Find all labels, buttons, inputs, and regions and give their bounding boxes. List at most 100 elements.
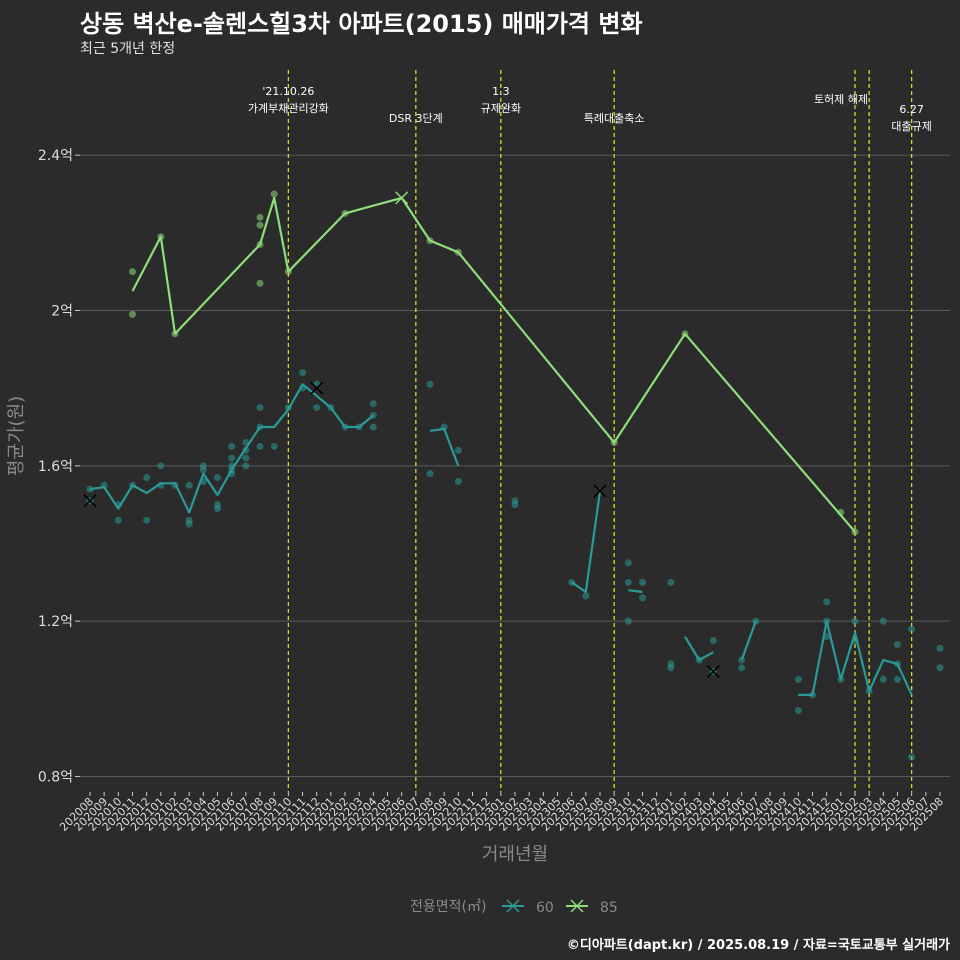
source-caption: ©디아파트(dapt.kr) / 2025.08.19 / 자료=국토교통부 실…: [566, 938, 950, 953]
data-point: [639, 578, 646, 586]
series-group: [83, 190, 944, 761]
data-point: [270, 190, 278, 198]
data-point: [624, 578, 632, 586]
data-point: [369, 423, 377, 431]
data-point: [794, 675, 802, 683]
data-point: [582, 592, 590, 600]
data-point: [256, 404, 264, 412]
data-point: [299, 369, 306, 377]
data-point: [129, 268, 136, 276]
series-85-points: [129, 190, 859, 536]
y-tick-label: 1.6억: [38, 459, 73, 475]
data-point: [936, 664, 944, 672]
data-point: [228, 442, 236, 450]
data-point: [143, 473, 151, 481]
data-point: [454, 477, 462, 485]
data-point: [86, 485, 94, 493]
series-85-line: [131, 196, 856, 533]
series-60-points: [86, 369, 944, 761]
data-point: [823, 598, 831, 606]
extreme-marker: [310, 381, 324, 395]
data-point: [709, 637, 717, 645]
series-60-line: [89, 383, 374, 514]
data-point: [114, 516, 122, 524]
extreme-marker: [706, 665, 720, 679]
y-gridlines: [80, 154, 950, 777]
data-point: [256, 213, 264, 221]
event-label: 대출규제: [891, 120, 931, 133]
data-point: [242, 454, 250, 462]
data-point: [738, 664, 746, 672]
legend-title: 전용면적(㎡): [410, 899, 486, 915]
event-label: 규제완화: [481, 102, 521, 115]
data-point: [794, 706, 802, 714]
data-point: [256, 279, 264, 287]
data-point: [242, 462, 250, 470]
event-label: DSR 3단계: [389, 112, 443, 125]
data-point: [185, 481, 193, 489]
event-label: 가계부채관리강화: [248, 102, 329, 115]
data-point: [894, 675, 901, 683]
y-tick-label: 1.2억: [38, 614, 73, 630]
event-label: '21.10.26: [262, 85, 314, 98]
data-point: [454, 446, 462, 454]
legend-entry: 60: [536, 900, 554, 916]
data-point: [143, 516, 151, 524]
chart-subtitle: 최근 5개년 한정: [80, 41, 176, 57]
data-point: [369, 400, 377, 408]
data-point: [214, 473, 221, 481]
data-point: [908, 753, 916, 761]
data-point: [667, 660, 675, 668]
series-60-line: [684, 636, 714, 662]
series-60-line: [740, 620, 757, 661]
data-point: [879, 675, 887, 683]
data-point: [894, 640, 901, 648]
data-point: [908, 625, 916, 633]
data-point: [624, 617, 632, 625]
y-tick-label: 2억: [51, 304, 73, 320]
data-point: [313, 404, 321, 412]
event-label: 6.27: [899, 103, 924, 116]
data-point: [624, 559, 632, 567]
data-point: [879, 617, 887, 625]
data-point: [426, 470, 434, 478]
data-point: [936, 644, 944, 652]
extreme-marker: [395, 191, 409, 205]
y-tick-label: 0.8억: [38, 769, 73, 785]
data-point: [214, 505, 221, 513]
extreme-marker: [83, 494, 97, 508]
data-point: [256, 221, 264, 229]
data-point: [851, 617, 859, 625]
data-point: [199, 466, 207, 474]
data-point: [129, 310, 136, 318]
data-point: [426, 380, 434, 388]
data-point: [270, 442, 278, 450]
legend-key-marker: [506, 899, 520, 913]
y-tick-label: 2.4억: [38, 148, 73, 164]
legend: 전용면적(㎡) 60 85: [410, 899, 618, 916]
series-60-line: [571, 490, 602, 594]
event-label: 토허제 해제: [814, 92, 868, 106]
data-point: [256, 442, 264, 450]
legend-key-marker: [570, 899, 584, 913]
data-point: [639, 594, 646, 602]
data-point: [185, 520, 193, 528]
legend-entry: 85: [600, 900, 618, 916]
x-tick-labels: 2020082020092020102020112020122021012021…: [57, 792, 946, 834]
event-label: 특례대출축소: [584, 112, 645, 125]
data-point: [511, 497, 519, 505]
extreme-marker: [593, 484, 607, 498]
y-axis-title: 평균가(원): [6, 396, 27, 476]
y-tick-labels: 0.8억 1.2억 1.6억 2억 2.4억: [38, 148, 80, 785]
series-60-line: [798, 620, 913, 696]
data-point: [157, 462, 165, 470]
event-label: 1.3: [492, 85, 510, 98]
chart-title: 상동 벽산e-솔렌스힐3차 아파트(2015) 매매가격 변화: [80, 10, 643, 38]
data-point: [667, 578, 675, 586]
series-60-line: [628, 589, 643, 594]
x-axis-title: 거래년월: [482, 844, 548, 865]
data-point: [228, 454, 236, 462]
series-60-line: [429, 427, 460, 467]
